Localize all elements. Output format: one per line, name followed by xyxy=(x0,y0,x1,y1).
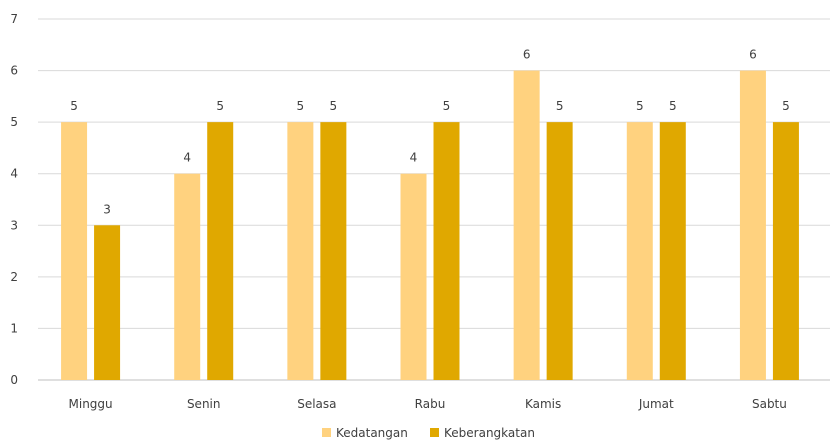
y-tick-label: 0 xyxy=(10,373,18,387)
data-label: 5 xyxy=(636,99,644,113)
data-label: 5 xyxy=(782,99,790,113)
data-label: 3 xyxy=(103,202,111,216)
data-label: 4 xyxy=(183,151,191,165)
x-axis: Minggu Senin Selasa Rabu Kamis Jumat Sabtu xyxy=(69,397,787,411)
data-label: 4 xyxy=(410,151,418,165)
legend: Kedatangan Keberangkatan xyxy=(322,426,535,440)
data-labels: 5 3 4 5 5 5 4 5 6 5 5 5 6 5 xyxy=(70,48,789,217)
bars xyxy=(61,70,799,381)
y-tick-label: 2 xyxy=(10,270,18,284)
data-label: 6 xyxy=(749,48,757,62)
x-tick-label: Rabu xyxy=(415,397,446,411)
bar-keberangkatan-rabu xyxy=(433,122,460,381)
data-label: 5 xyxy=(216,99,224,113)
x-tick-label: Jumat xyxy=(638,397,674,411)
data-label: 6 xyxy=(523,48,531,62)
data-label: 5 xyxy=(556,99,564,113)
legend-label-kedatangan: Kedatangan xyxy=(336,426,408,440)
data-label: 5 xyxy=(297,99,305,113)
bar-kedatangan-jumat xyxy=(626,122,653,381)
bar-kedatangan-senin xyxy=(174,173,201,380)
x-tick-label: Senin xyxy=(187,397,221,411)
bar-kedatangan-sabtu xyxy=(739,70,766,381)
bar-keberangkatan-senin xyxy=(207,122,234,381)
bar-keberangkatan-kamis xyxy=(546,122,573,381)
data-label: 5 xyxy=(443,99,451,113)
y-tick-label: 7 xyxy=(10,12,18,26)
y-axis: 0 1 2 3 4 5 6 7 xyxy=(10,12,18,387)
bar-keberangkatan-minggu xyxy=(94,225,121,380)
bar-kedatangan-rabu xyxy=(400,173,427,380)
bar-keberangkatan-selasa xyxy=(320,122,347,381)
legend-swatch-kedatangan xyxy=(322,428,331,437)
y-tick-label: 1 xyxy=(10,321,18,335)
bar-keberangkatan-sabtu xyxy=(772,122,799,381)
x-tick-label: Kamis xyxy=(525,397,561,411)
y-tick-label: 6 xyxy=(10,64,18,78)
data-label: 5 xyxy=(70,99,78,113)
x-tick-label: Minggu xyxy=(69,397,113,411)
data-label: 5 xyxy=(669,99,677,113)
bar-kedatangan-selasa xyxy=(287,122,314,381)
bar-kedatangan-minggu xyxy=(61,122,88,381)
bar-keberangkatan-jumat xyxy=(659,122,686,381)
bar-kedatangan-kamis xyxy=(513,70,540,381)
x-tick-label: Sabtu xyxy=(752,397,787,411)
y-tick-label: 3 xyxy=(10,218,18,232)
y-tick-label: 4 xyxy=(10,167,18,181)
data-label: 5 xyxy=(330,99,338,113)
legend-label-keberangkatan: Keberangkatan xyxy=(444,426,535,440)
legend-swatch-keberangkatan xyxy=(430,428,439,437)
x-tick-label: Selasa xyxy=(297,397,336,411)
y-tick-label: 5 xyxy=(10,115,18,129)
